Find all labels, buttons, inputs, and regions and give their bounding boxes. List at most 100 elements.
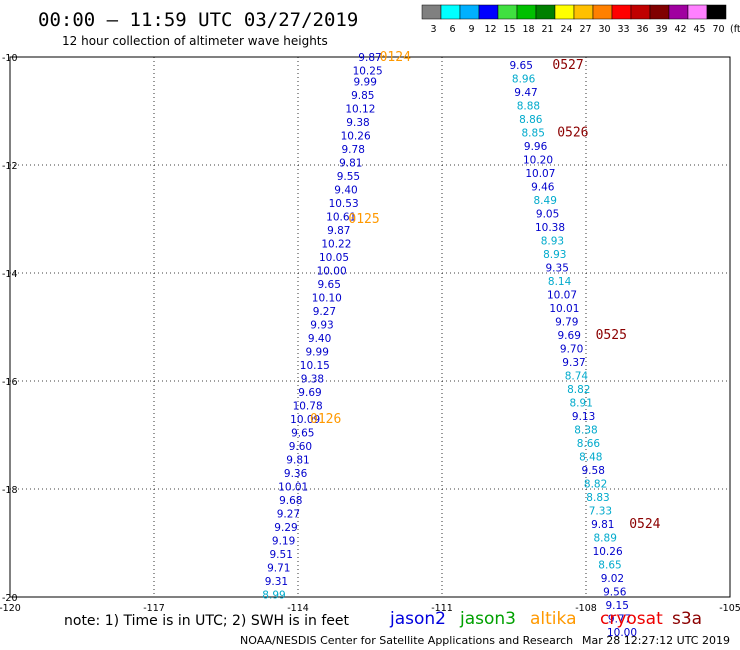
colorbar-label: 12 bbox=[484, 24, 496, 35]
wave-height-point: 9.65 bbox=[510, 60, 533, 72]
wave-height-point: 9.60 bbox=[289, 441, 312, 453]
wave-height-point: 10.78 bbox=[293, 400, 323, 412]
pass-number-label: 0524 bbox=[629, 517, 660, 532]
y-tick-label: -12 bbox=[2, 161, 18, 172]
wave-height-point: 8.85 bbox=[522, 128, 545, 140]
wave-height-point: 9.93 bbox=[310, 319, 333, 331]
colorbar-swatch bbox=[611, 4, 632, 20]
wave-height-point: 9.29 bbox=[274, 522, 297, 534]
wave-height-point: 10.05 bbox=[319, 252, 349, 264]
wave-height-point: 8.48 bbox=[579, 452, 602, 464]
wave-height-point: 9.85 bbox=[351, 90, 374, 102]
wave-height-point: 9.65 bbox=[291, 427, 314, 439]
wave-height-point: 9.81 bbox=[591, 519, 614, 531]
x-tick-label: -111 bbox=[431, 603, 453, 614]
legend-s3a: s3a bbox=[672, 609, 702, 629]
wave-height-point: 9.36 bbox=[284, 468, 308, 480]
wave-height-point: 8.93 bbox=[543, 249, 566, 261]
wave-height-point: 9.87 bbox=[358, 52, 381, 64]
wave-height-point: 10.01 bbox=[549, 303, 579, 315]
wave-height-point: 8.49 bbox=[534, 195, 557, 207]
colorbar-label: 42 bbox=[674, 24, 686, 35]
chart-subtitle: 12 hour collection of altimeter wave hei… bbox=[62, 34, 328, 48]
colorbar-label: 36 bbox=[636, 24, 648, 35]
colorbar-swatch bbox=[516, 4, 537, 20]
colorbar-swatch bbox=[706, 4, 727, 20]
plot-area: -120 -117 -114 -111 -108 -105 -10 -12 -14 -16 -18 -… bbox=[0, 50, 740, 639]
pass-number-label: 0526 bbox=[557, 126, 588, 141]
wave-height-point: 10.10 bbox=[312, 292, 342, 304]
x-tick-label: -114 bbox=[287, 603, 309, 614]
wave-height-point: 9.51 bbox=[270, 549, 293, 561]
wave-height-point: 9.38 bbox=[346, 117, 369, 129]
wave-height-point: 8.93 bbox=[541, 236, 564, 248]
wave-height-point: 8.38 bbox=[574, 425, 597, 437]
wave-height-point: 9.37 bbox=[562, 357, 585, 369]
wave-height-point: 9.69 bbox=[298, 387, 321, 399]
wave-height-point: 10.15 bbox=[300, 360, 330, 372]
wave-height-point: 8.74 bbox=[565, 371, 589, 383]
wave-height-point: 9.46 bbox=[531, 182, 555, 194]
wave-height-point: 9.58 bbox=[582, 465, 605, 477]
wave-height-point: 9.47 bbox=[514, 87, 537, 99]
colorbar-label: 45 bbox=[693, 24, 705, 35]
wave-height-point: 9.27 bbox=[313, 306, 336, 318]
colorbar-swatch bbox=[630, 4, 651, 20]
wave-height-point: 9.99 bbox=[306, 346, 329, 358]
wave-height-point: 8.96 bbox=[512, 74, 536, 86]
colorbar-label: 18 bbox=[522, 24, 534, 35]
wave-height-point: 10.26 bbox=[341, 130, 371, 142]
wave-height-point: 9.55 bbox=[337, 171, 360, 183]
colorbar-swatch bbox=[478, 4, 499, 20]
colorbar-label: 15 bbox=[503, 24, 515, 35]
wave-height-point: 9.99 bbox=[354, 76, 377, 88]
wave-height-point: 9.78 bbox=[342, 144, 365, 156]
colorbar-label: 9 bbox=[468, 24, 474, 35]
y-tick-label: -14 bbox=[2, 269, 18, 280]
wave-height-point: 10.07 bbox=[525, 168, 555, 180]
wave-height-point: 9.38 bbox=[301, 373, 324, 385]
y-tick-label: -18 bbox=[2, 485, 18, 496]
colorbar-label: 33 bbox=[617, 24, 629, 35]
wave-height-point: 9.69 bbox=[558, 330, 581, 342]
bottom-legend: note: 1) Time is in UTC; 2) SWH is in fe… bbox=[64, 609, 730, 647]
wave-height-point: 9.40 bbox=[334, 184, 357, 196]
colorbar-label: 39 bbox=[655, 24, 667, 35]
wave-height-point: 8.83 bbox=[586, 492, 609, 504]
wave-height-point: 9.79 bbox=[555, 317, 578, 329]
colorbar-label: 27 bbox=[579, 24, 591, 35]
colorbar-label: 24 bbox=[560, 24, 572, 35]
y-tick-label: -20 bbox=[2, 593, 18, 604]
wave-height-point: 10.12 bbox=[345, 103, 375, 115]
timestamp-text: Mar 28 12:27:12 UTC 2019 bbox=[582, 634, 730, 647]
note-text: note: 1) Time is in UTC; 2) SWH is in fe… bbox=[64, 613, 350, 629]
wave-height-point: 9.81 bbox=[286, 454, 309, 466]
wave-height-point: 9.15 bbox=[606, 600, 629, 612]
plot-frame bbox=[9, 56, 731, 598]
colorbar-swatch bbox=[421, 4, 442, 20]
chart-header: 00:00 – 11:59 UTC 03/27/2019 12 hour col… bbox=[38, 9, 358, 48]
wave-height-point: 8.82 bbox=[584, 479, 607, 491]
colorbar-unit: (ft) bbox=[730, 24, 740, 35]
wave-height-point: 9.77 bbox=[608, 614, 631, 626]
wave-height-point: 9.02 bbox=[601, 573, 624, 585]
wave-height-point: 10.53 bbox=[329, 198, 359, 210]
pass-number-label: 0525 bbox=[596, 328, 627, 343]
legend-altika: altika bbox=[530, 609, 577, 629]
wave-height-point: 9.27 bbox=[277, 508, 300, 520]
colorbar-swatch bbox=[535, 4, 556, 20]
colorbar-swatch bbox=[668, 4, 689, 20]
legend-jason3: jason3 bbox=[459, 609, 516, 629]
colorbar-label: 21 bbox=[541, 24, 553, 35]
wave-height-point: 8.66 bbox=[577, 438, 601, 450]
wave-height-point: 9.68 bbox=[279, 495, 302, 507]
wave-height-point: 10.38 bbox=[535, 222, 565, 234]
wave-height-point: 9.05 bbox=[536, 209, 559, 221]
wave-height-point: 9.81 bbox=[339, 157, 362, 169]
wave-height-point: 9.56 bbox=[603, 587, 627, 599]
wave-height-point: 10.25 bbox=[353, 66, 383, 78]
wave-height-point: 9.71 bbox=[267, 562, 290, 574]
colorbar-swatch bbox=[497, 4, 518, 20]
x-tick-label: -120 bbox=[0, 603, 21, 614]
